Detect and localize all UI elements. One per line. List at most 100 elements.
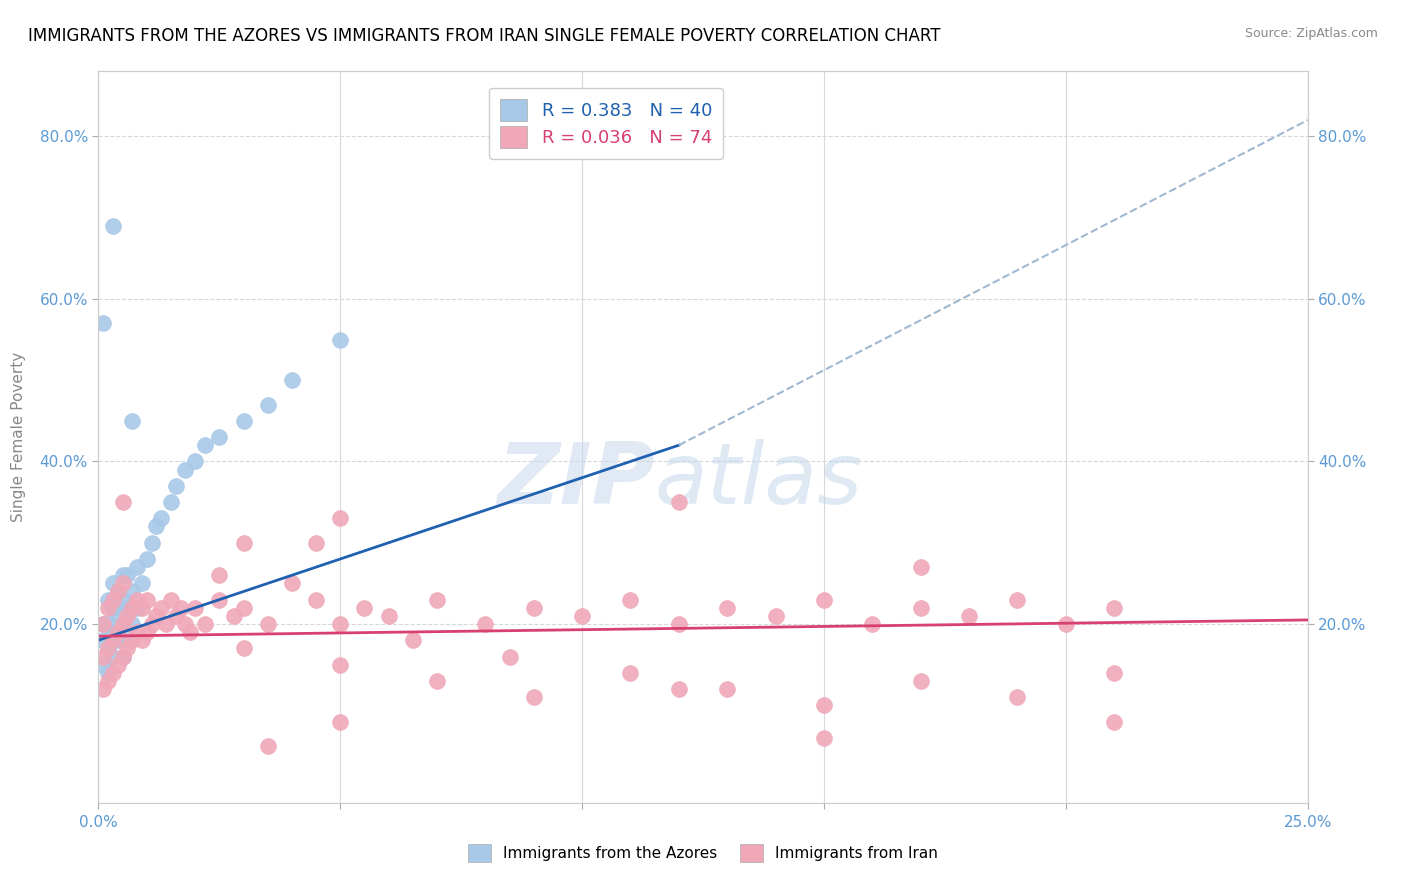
- Point: [121, 633, 143, 648]
- Point: [107, 657, 129, 672]
- Point: [523, 600, 546, 615]
- Point: [165, 608, 187, 623]
- Point: [121, 584, 143, 599]
- Point: [91, 681, 114, 696]
- Point: [91, 316, 114, 330]
- Point: [145, 608, 167, 623]
- Point: [121, 600, 143, 615]
- Point: [160, 495, 183, 509]
- Point: [305, 535, 328, 549]
- Point: [117, 633, 139, 648]
- Point: [117, 600, 139, 615]
- Point: [97, 641, 120, 656]
- Point: [107, 584, 129, 599]
- Point: [716, 681, 738, 696]
- Y-axis label: Single Female Poverty: Single Female Poverty: [11, 352, 25, 522]
- Point: [111, 617, 134, 632]
- Point: [571, 608, 593, 623]
- Point: [668, 495, 690, 509]
- Point: [329, 657, 352, 672]
- Point: [101, 665, 124, 680]
- Point: [101, 649, 124, 664]
- Point: [232, 414, 254, 428]
- Text: atlas: atlas: [655, 440, 863, 523]
- Point: [281, 576, 304, 591]
- Point: [91, 657, 114, 672]
- Point: [1007, 690, 1029, 705]
- Point: [813, 592, 835, 607]
- Point: [135, 625, 157, 640]
- Point: [97, 592, 120, 607]
- Point: [111, 592, 134, 607]
- Point: [232, 600, 254, 615]
- Point: [619, 592, 641, 607]
- Point: [1102, 714, 1125, 729]
- Point: [97, 617, 120, 632]
- Point: [377, 608, 399, 623]
- Point: [121, 414, 143, 428]
- Point: [426, 673, 449, 688]
- Point: [101, 592, 124, 607]
- Point: [256, 739, 278, 753]
- Point: [107, 608, 129, 623]
- Point: [208, 568, 231, 582]
- Point: [131, 576, 153, 591]
- Point: [716, 600, 738, 615]
- Point: [305, 592, 328, 607]
- Point: [194, 617, 217, 632]
- Point: [141, 535, 163, 549]
- Text: ZIP: ZIP: [496, 440, 655, 523]
- Point: [208, 592, 231, 607]
- Point: [111, 568, 134, 582]
- Point: [117, 641, 139, 656]
- Point: [474, 617, 496, 632]
- Point: [1054, 617, 1077, 632]
- Point: [184, 600, 207, 615]
- Point: [329, 511, 352, 525]
- Point: [910, 560, 932, 574]
- Point: [860, 617, 883, 632]
- Point: [668, 617, 690, 632]
- Point: [150, 600, 173, 615]
- Point: [101, 600, 124, 615]
- Point: [111, 617, 134, 632]
- Point: [208, 430, 231, 444]
- Point: [101, 576, 124, 591]
- Point: [160, 592, 183, 607]
- Point: [91, 617, 114, 632]
- Point: [97, 665, 120, 680]
- Point: [97, 600, 120, 615]
- Point: [813, 731, 835, 745]
- Point: [222, 608, 245, 623]
- Legend: Immigrants from the Azores, Immigrants from Iran: Immigrants from the Azores, Immigrants f…: [461, 838, 945, 868]
- Point: [256, 398, 278, 412]
- Point: [135, 552, 157, 566]
- Point: [498, 649, 520, 664]
- Point: [141, 617, 163, 632]
- Point: [111, 576, 134, 591]
- Point: [174, 462, 197, 476]
- Point: [1102, 600, 1125, 615]
- Point: [131, 633, 153, 648]
- Point: [127, 592, 149, 607]
- Point: [910, 673, 932, 688]
- Point: [194, 438, 217, 452]
- Point: [155, 617, 177, 632]
- Point: [184, 454, 207, 468]
- Point: [256, 617, 278, 632]
- Point: [281, 373, 304, 387]
- Point: [91, 649, 114, 664]
- Point: [127, 625, 149, 640]
- Point: [910, 600, 932, 615]
- Point: [101, 633, 124, 648]
- Text: Source: ZipAtlas.com: Source: ZipAtlas.com: [1244, 27, 1378, 40]
- Point: [329, 617, 352, 632]
- Point: [150, 511, 173, 525]
- Text: IMMIGRANTS FROM THE AZORES VS IMMIGRANTS FROM IRAN SINGLE FEMALE POVERTY CORRELA: IMMIGRANTS FROM THE AZORES VS IMMIGRANTS…: [28, 27, 941, 45]
- Point: [329, 714, 352, 729]
- Point: [117, 608, 139, 623]
- Point: [117, 568, 139, 582]
- Point: [111, 495, 134, 509]
- Point: [111, 649, 134, 664]
- Point: [101, 219, 124, 233]
